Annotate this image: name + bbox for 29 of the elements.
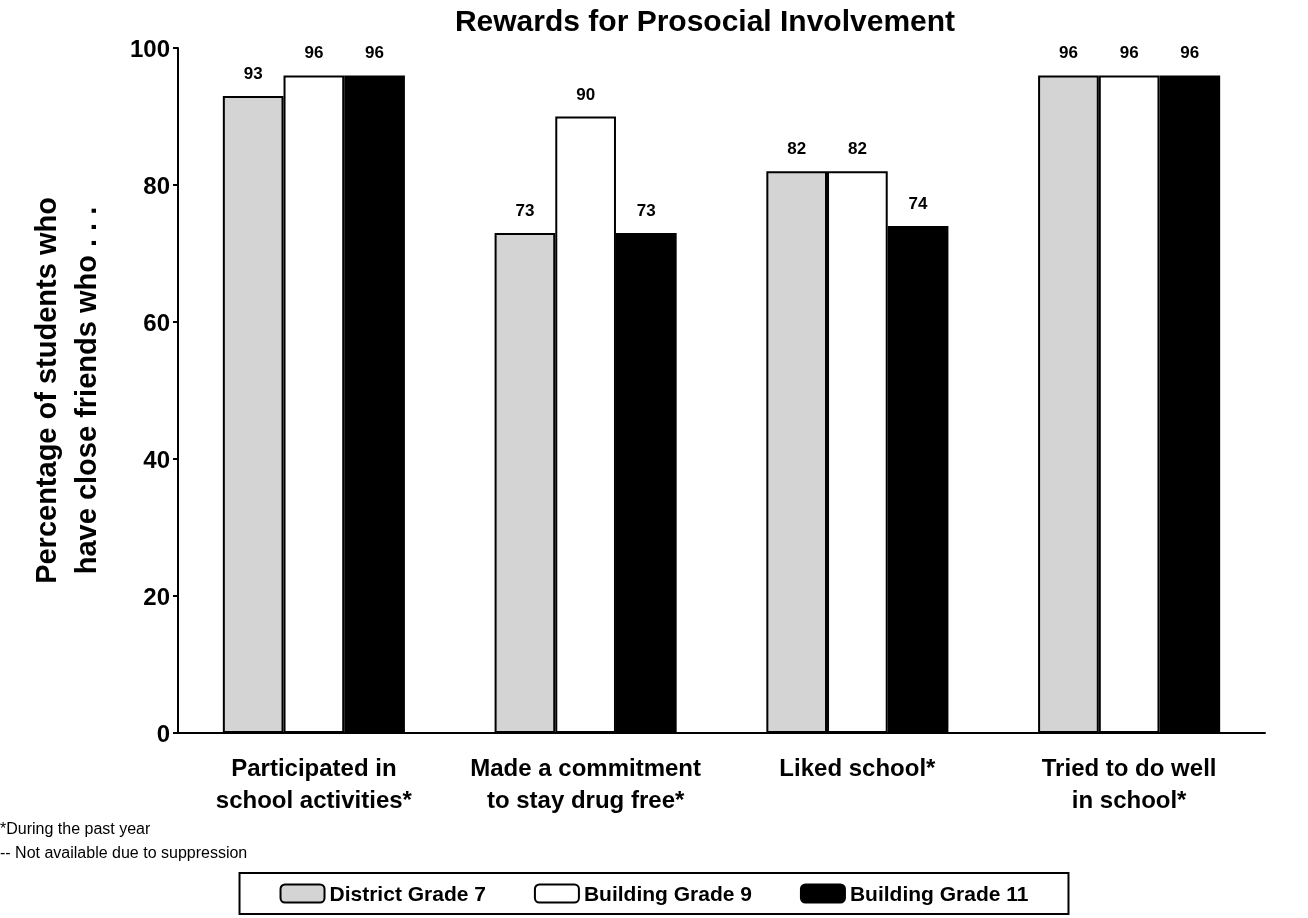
y-tick-label: 0 [156,719,170,747]
text: *During the past year [0,819,151,837]
y-tick-label: 60 [143,308,170,336]
chart-title: Rewards for Prosocial Involvement [454,3,956,37]
legend-label: Building Grade 9 [583,882,752,905]
y-tick-label: 100 [129,34,170,62]
y-tick-label: 80 [143,171,170,199]
y-tick-label: 20 [143,582,170,610]
data-label: 96 [365,43,385,63]
data-label: 82 [847,139,867,159]
data-label: 96 [304,43,324,63]
y-tick-label: 40 [143,445,170,473]
data-label: 96 [1119,43,1139,63]
x-tick-label: Tried to do well in school* [1041,753,1217,813]
x-tick-label: Made a commitment to stay drug free* [470,753,701,813]
data-label: 74 [908,194,929,214]
data-label: 73 [636,200,656,220]
x-tick-label: Liked school* [779,753,937,781]
data-label: 93 [243,63,263,83]
y-axis-title: Percentage of students who have close friends who . . . [30,197,102,584]
text: -- Not available due to suppression [0,843,248,861]
legend-label: Building Grade 11 [849,882,1029,905]
x-tick-label: Participated in school activities* [215,753,413,813]
data-label: 90 [576,84,596,104]
legend-label: District Grade 7 [329,882,486,905]
data-label: 73 [515,200,535,220]
data-label: 96 [1058,43,1078,63]
data-label: 96 [1180,43,1200,63]
data-label: 82 [787,139,807,159]
